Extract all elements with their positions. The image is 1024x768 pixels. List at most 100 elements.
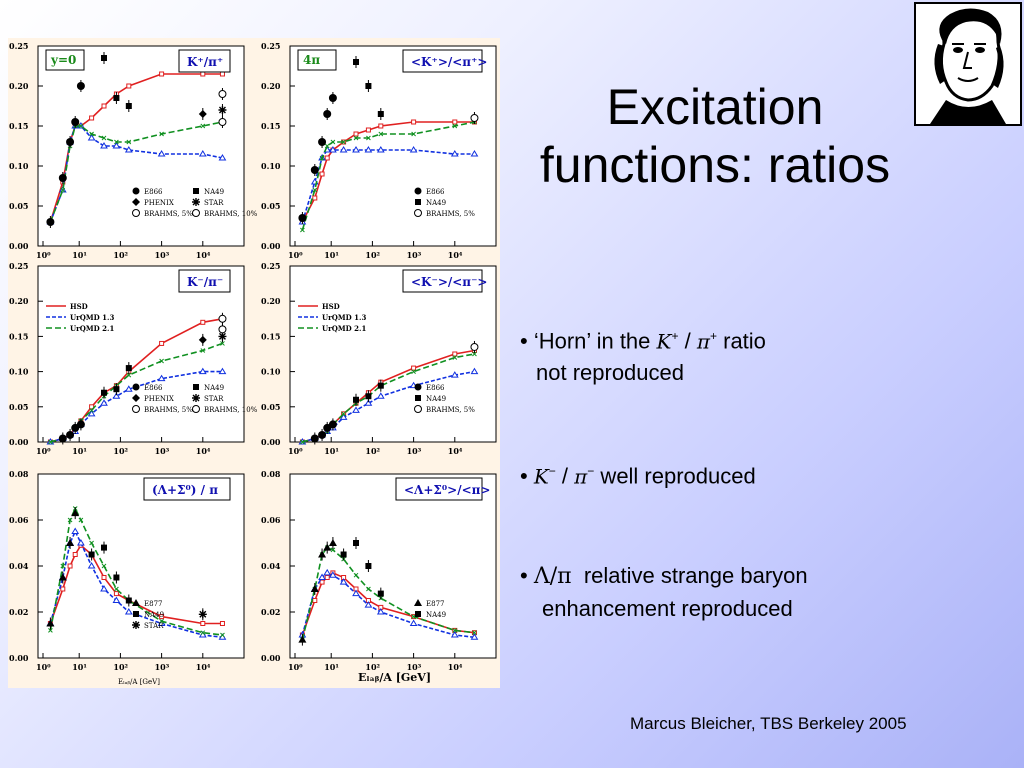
- series-point: [319, 171, 325, 177]
- series-point: [329, 571, 337, 578]
- series-point: [67, 517, 73, 523]
- data-point: [66, 430, 75, 439]
- x-tick-label: 10¹: [324, 662, 339, 672]
- series-point: [87, 134, 96, 141]
- series-point: [312, 598, 318, 603]
- bullet-dot: •: [520, 328, 528, 354]
- series-point: [126, 83, 132, 89]
- x-tick-label: 10²: [365, 446, 380, 456]
- data-point: [218, 118, 227, 126]
- series-point: [452, 355, 458, 360]
- series-point: [112, 142, 121, 149]
- data-point: [71, 509, 80, 517]
- series-point: [200, 319, 206, 325]
- y-tick-label: 0.08: [9, 469, 29, 479]
- panel-frame: [37, 45, 245, 247]
- legend-label: NA49: [426, 395, 446, 403]
- series-point: [101, 103, 107, 109]
- data-point: [318, 138, 327, 146]
- series-point: [470, 633, 479, 640]
- data-point: [318, 430, 327, 439]
- series-point: [198, 150, 207, 157]
- data-point: [66, 539, 75, 546]
- series-point: [112, 596, 121, 603]
- series-point: [60, 586, 66, 592]
- x-tick-label: 10⁴: [448, 662, 463, 672]
- series-point: [364, 399, 373, 406]
- figure-panels: 0.25 0.20 0.15 0.10 0.05 0.00 10⁰ 10¹ 10² 10³ 10⁴ K…: [8, 38, 500, 688]
- series-point: [376, 608, 385, 615]
- panel-tag: y=0: [50, 53, 76, 67]
- panel-title: K⁺/π⁺: [187, 55, 223, 69]
- series-point: [220, 632, 225, 638]
- y-tick-label: 0.20: [9, 81, 29, 91]
- slide-title: Excitation functions: ratios: [500, 78, 930, 194]
- series-point: [200, 71, 206, 77]
- footer-credit: Marcus Bleicher, TBS Berkeley 2005: [630, 714, 907, 733]
- panel-title-box: [395, 477, 483, 501]
- series-point: [78, 123, 84, 129]
- series-point: [89, 407, 94, 413]
- legend-marker: [132, 187, 140, 195]
- series-point: [200, 123, 206, 129]
- series-point: [159, 614, 165, 620]
- series-point: [77, 539, 85, 546]
- series-point: [339, 146, 348, 153]
- series-point: [364, 601, 373, 608]
- series-point: [113, 591, 119, 597]
- y-tick-label: 0.08: [261, 469, 281, 479]
- data-point: [353, 59, 360, 65]
- bullet-lambda: • Λ/π relative strange baryon enhancemen…: [520, 560, 808, 625]
- panel-tag: 4π: [303, 53, 320, 67]
- data-point: [377, 590, 384, 597]
- legend-label: STAR: [144, 622, 164, 630]
- series-point: [218, 154, 227, 161]
- plots-svg: 0.25 0.20 0.15 0.10 0.05 0.00 10⁰ 10¹ 10² 10³ 10⁴ K…: [9, 41, 497, 686]
- legend-label: NA49: [426, 199, 446, 207]
- bullet-horn-slash: /: [678, 328, 697, 354]
- panel-title-box: [178, 49, 231, 73]
- legend-marker: [414, 209, 422, 217]
- y-tick-label: 0.00: [261, 653, 281, 663]
- bullet-kminus-k-sup: −: [548, 464, 556, 478]
- y-tick-label: 0.04: [9, 561, 29, 571]
- legend-label: BRAHMS, 5%: [426, 210, 475, 218]
- data-point: [310, 585, 319, 592]
- y-tick-label: 0.10: [261, 161, 281, 171]
- series-point: [159, 340, 165, 346]
- y-tick-label: 0.00: [9, 437, 29, 447]
- x-tick-label: 10²: [113, 446, 128, 456]
- x-tick-label: 10²: [365, 250, 380, 260]
- data-point: [353, 540, 360, 546]
- series-point: [112, 392, 121, 399]
- series-point: [124, 146, 133, 153]
- legend-marker: [193, 384, 199, 390]
- series-point: [101, 575, 107, 580]
- data-point: [218, 106, 227, 114]
- series-point: [409, 619, 418, 626]
- y-tick-label: 0.05: [261, 402, 280, 412]
- legend-label: BRAHMS, 5%: [144, 210, 193, 218]
- series-point: [378, 123, 384, 129]
- data-point: [101, 55, 108, 61]
- legend-marker: [414, 599, 422, 606]
- data-point: [470, 114, 479, 122]
- series-point: [341, 139, 346, 145]
- y-tick-label: 0.04: [261, 561, 281, 571]
- x-tick-label: 10⁴: [196, 446, 211, 456]
- data-point: [58, 573, 67, 581]
- data-point: [377, 382, 384, 389]
- legend-label: NA49: [144, 611, 164, 619]
- data-point: [328, 420, 337, 429]
- series-point: [452, 119, 458, 125]
- legend-label: E877: [144, 600, 162, 608]
- y-tick-label: 0.00: [9, 653, 29, 663]
- legend-marker: [415, 199, 421, 205]
- series-point: [409, 146, 418, 153]
- bullet-horn-k-sup: +: [671, 329, 679, 343]
- series-line: [49, 544, 223, 625]
- data-point: [88, 551, 95, 558]
- series-line: [301, 571, 475, 636]
- panel-title-box: [143, 477, 231, 501]
- x-tick-label: 10¹: [72, 446, 87, 456]
